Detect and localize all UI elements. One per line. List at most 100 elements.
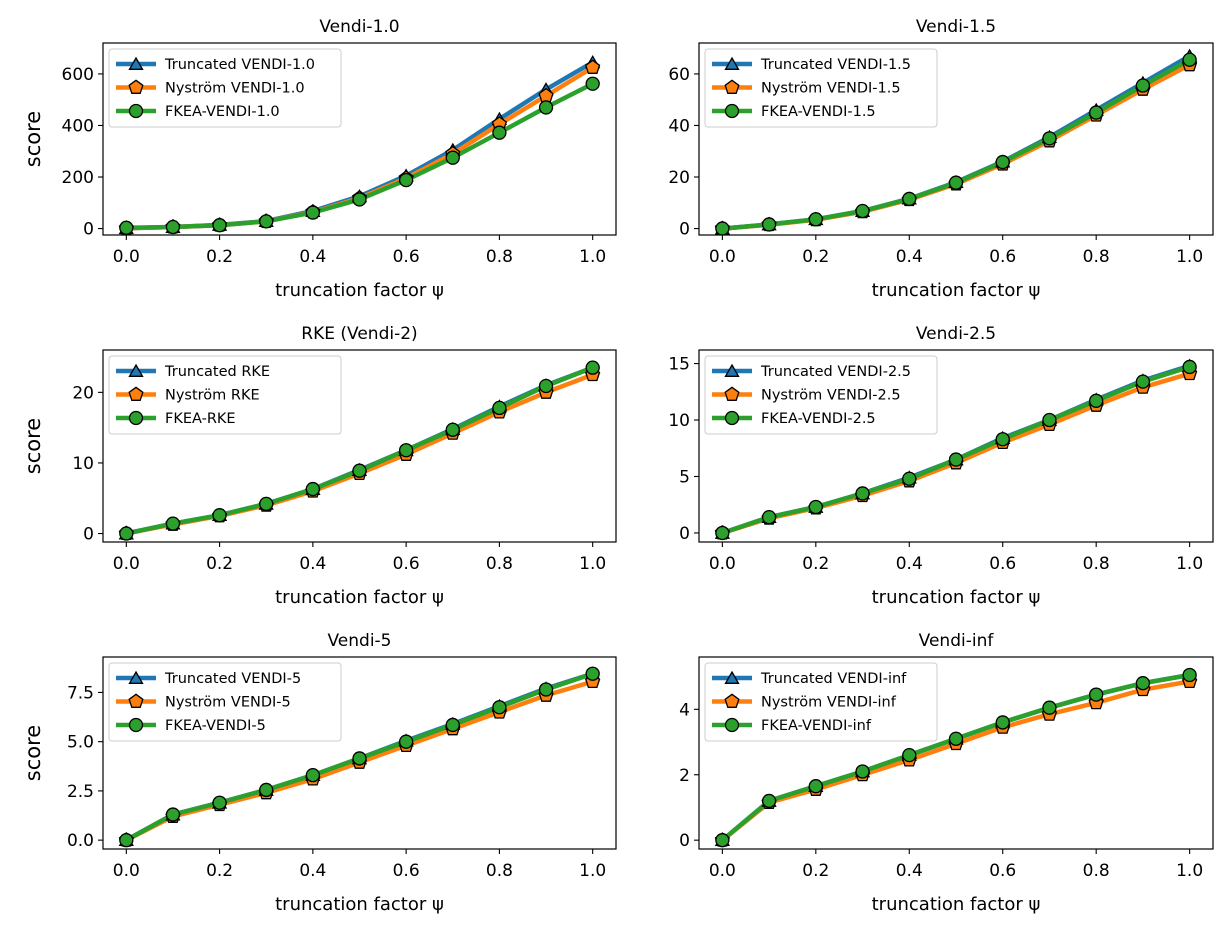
y-tick-label: 0 xyxy=(679,524,690,544)
legend-label-2: Nyström VENDI-inf xyxy=(761,695,897,711)
data-point-s3-4 xyxy=(259,496,274,512)
subplot-title: Vendi-1.0 xyxy=(319,17,399,37)
legend-box xyxy=(704,662,938,742)
legend-marker-2 xyxy=(128,693,144,708)
x-tick-label: 0.0 xyxy=(709,554,736,574)
x-tick-label: 1.0 xyxy=(579,247,606,267)
x-tick-label: 0.2 xyxy=(206,861,233,881)
legend-label-2: Nyström VENDI-2.5 xyxy=(761,388,901,404)
data-point-s3-4 xyxy=(855,203,870,219)
data-point-s3-11 xyxy=(585,666,600,681)
y-tick-label: 0 xyxy=(83,525,94,545)
x-tick-label: 0.0 xyxy=(709,247,736,267)
data-point-s3-4 xyxy=(259,782,274,798)
x-tick-label: 0.8 xyxy=(1083,554,1110,574)
data-point-s3-1 xyxy=(119,832,134,848)
y-axis-label: score xyxy=(21,418,45,474)
legend-label-2: Nyström VENDI-1.5 xyxy=(761,81,901,97)
data-point-s3-1 xyxy=(119,526,134,541)
axes-frame xyxy=(102,656,617,850)
x-tick-label: 0.6 xyxy=(989,861,1016,881)
x-axis-label: truncation factor ψ xyxy=(872,894,1041,915)
data-point-s3-10 xyxy=(1135,374,1151,389)
y-tick-label: 2.5 xyxy=(67,782,94,802)
legend-box xyxy=(108,355,342,435)
x-tick-label: 0.6 xyxy=(393,554,420,574)
x-tick-label: 0.8 xyxy=(486,247,513,267)
y-tick-label: 15 xyxy=(668,355,690,375)
axes-frame xyxy=(102,42,617,236)
data-point-s3-8 xyxy=(445,422,460,437)
x-tick-label: 1.0 xyxy=(1176,861,1203,881)
data-point-s3-6 xyxy=(948,452,964,467)
plot-area xyxy=(118,666,601,848)
y-tick-label: 4 xyxy=(679,700,690,720)
subplot-3: RKE (Vendi-2) 0.0 0.2 0.4 0.6 0.8 1.0 0 10 20 trun… xyxy=(21,324,617,608)
data-point-s3-4 xyxy=(259,214,274,229)
legend-marker-3 xyxy=(724,717,740,733)
x-tick-label: 0.0 xyxy=(113,554,140,574)
data-point-s3-6 xyxy=(352,463,367,478)
data-point-s3-5 xyxy=(305,205,321,220)
legend-marker-3 xyxy=(128,717,144,733)
plot-area xyxy=(118,54,601,235)
data-point-s3-1 xyxy=(715,833,730,848)
x-tick-label: 1.0 xyxy=(1176,554,1203,574)
legend-label-1: Truncated VENDI-2.5 xyxy=(760,364,911,380)
x-tick-label: 0.0 xyxy=(113,247,140,267)
data-point-s3-1 xyxy=(715,525,730,541)
data-point-s3-9 xyxy=(492,400,507,416)
legend-label-1: Truncated RKE xyxy=(164,364,270,380)
data-point-s3-4 xyxy=(855,764,870,779)
data-point-s3-9 xyxy=(492,700,507,715)
data-point-s2-11 xyxy=(585,59,601,74)
y-tick-label: 5.0 xyxy=(67,733,94,753)
legend-label-1: Truncated VENDI-inf xyxy=(760,671,907,687)
x-axis-label: truncation factor ψ xyxy=(275,280,444,301)
data-point-s3-3 xyxy=(808,779,823,794)
x-tick-label: 0.6 xyxy=(393,861,420,881)
data-point-s3-2 xyxy=(761,793,777,809)
legend-label-2: Nyström VENDI-5 xyxy=(165,695,291,711)
y-tick-label: 40 xyxy=(668,116,690,136)
plot-area xyxy=(714,358,1198,541)
legend-marker-1 xyxy=(724,56,740,70)
y-tick-label: 60 xyxy=(668,65,690,85)
legend-marker-1 xyxy=(724,670,740,684)
x-axis-label: truncation factor ψ xyxy=(275,587,444,608)
data-point-s3-3 xyxy=(808,212,823,227)
x-tick-label: 1.0 xyxy=(579,861,606,881)
y-tick-label: 0.0 xyxy=(67,831,94,851)
data-point-s3-11 xyxy=(585,76,600,91)
x-tick-label: 0.4 xyxy=(299,247,326,267)
x-tick-label: 0.4 xyxy=(299,861,326,881)
x-tick-label: 0.6 xyxy=(393,247,420,267)
axes-frame xyxy=(698,42,1214,236)
x-tick-label: 0.8 xyxy=(1083,247,1110,267)
legend: Truncated RKE Nyström RKE FKEA-RKE xyxy=(108,355,342,435)
data-point-s3-7 xyxy=(398,443,414,458)
y-tick-label: 200 xyxy=(62,168,94,188)
data-point-s3-5 xyxy=(902,747,917,763)
legend-marker-2 xyxy=(724,79,740,94)
y-tick-label: 7.5 xyxy=(67,683,94,703)
y-tick-label: 600 xyxy=(62,65,94,85)
legend-label-1: Truncated VENDI-1.5 xyxy=(760,57,911,73)
data-point-s3-9 xyxy=(492,125,507,140)
legend-marker-1 xyxy=(724,363,740,377)
data-point-s3-2 xyxy=(761,510,777,525)
legend-label-3: FKEA-VENDI-5 xyxy=(165,718,266,734)
x-tick-label: 0.2 xyxy=(206,247,233,267)
subplot-5: Vendi-5 0.0 0.2 0.4 0.6 0.8 1.0 0.0 2.5 5.0 7.5 tru… xyxy=(21,631,617,915)
legend-marker-2 xyxy=(724,693,740,708)
axes-frame xyxy=(698,349,1214,543)
y-tick-label: 10 xyxy=(72,454,94,474)
x-tick-label: 0.6 xyxy=(989,554,1016,574)
x-tick-label: 0.0 xyxy=(709,861,736,881)
x-tick-label: 0.4 xyxy=(896,861,923,881)
legend-marker-1 xyxy=(128,363,144,377)
subplot-title: Vendi-inf xyxy=(919,631,995,651)
data-point-s3-5 xyxy=(305,481,321,497)
legend-label-3: FKEA-VENDI-inf xyxy=(761,718,872,734)
